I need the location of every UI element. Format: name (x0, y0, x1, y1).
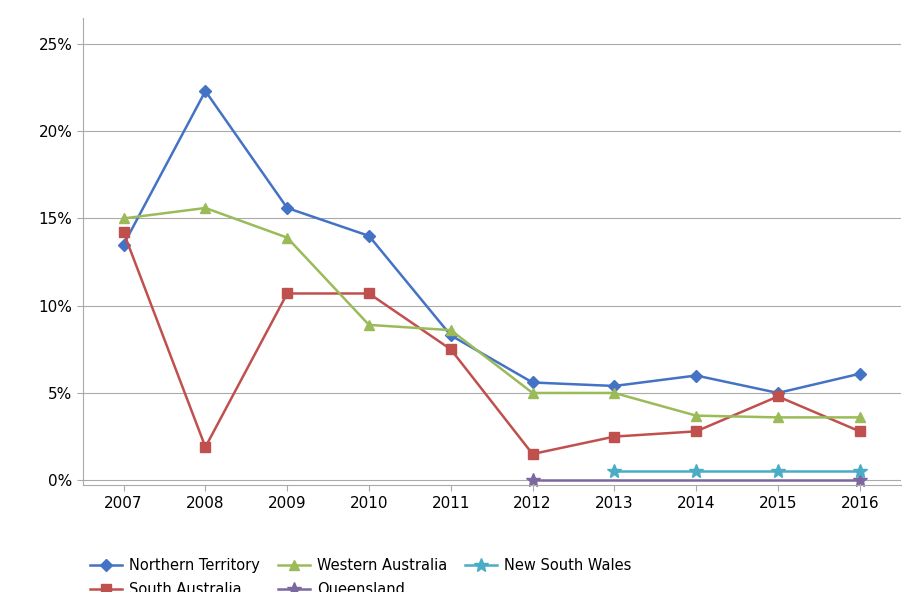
Western Australia (363, 321, 374, 329)
South Australia (608, 433, 619, 440)
Northern Territory (363, 232, 374, 239)
South Australia (527, 451, 538, 458)
Western Australia (527, 390, 538, 397)
South Australia (690, 428, 701, 435)
Western Australia (118, 215, 129, 222)
South Australia (281, 290, 292, 297)
New South Wales (772, 468, 783, 475)
South Australia (772, 393, 783, 400)
Queensland (527, 477, 538, 484)
New South Wales (854, 468, 865, 475)
Northern Territory (118, 241, 129, 248)
Western Australia (199, 204, 210, 211)
South Australia (363, 290, 374, 297)
Western Australia (281, 234, 292, 241)
New South Wales (690, 468, 701, 475)
Northern Territory (772, 390, 783, 397)
South Australia (199, 443, 210, 451)
Northern Territory (854, 370, 865, 377)
Western Australia (772, 414, 783, 421)
Western Australia (445, 327, 456, 334)
Western Australia (608, 390, 619, 397)
Northern Territory (199, 88, 210, 95)
Northern Territory (445, 332, 456, 339)
South Australia (118, 229, 129, 236)
Legend: Northern Territory, South Australia, Western Australia, Queensland, New South Wa: Northern Territory, South Australia, Wes… (90, 558, 631, 592)
Line: South Australia: South Australia (119, 227, 865, 459)
New South Wales (608, 468, 619, 475)
Queensland (854, 477, 865, 484)
Northern Territory (608, 382, 619, 390)
Western Australia (854, 414, 865, 421)
Northern Territory (527, 379, 538, 386)
Line: Northern Territory: Northern Territory (119, 87, 864, 397)
Line: New South Wales: New South Wales (607, 465, 867, 478)
Western Australia (690, 412, 701, 419)
South Australia (854, 428, 865, 435)
Northern Territory (281, 204, 292, 211)
South Australia (445, 346, 456, 353)
Line: Western Australia: Western Australia (119, 203, 865, 422)
Northern Territory (690, 372, 701, 379)
Line: Queensland: Queensland (526, 473, 867, 487)
